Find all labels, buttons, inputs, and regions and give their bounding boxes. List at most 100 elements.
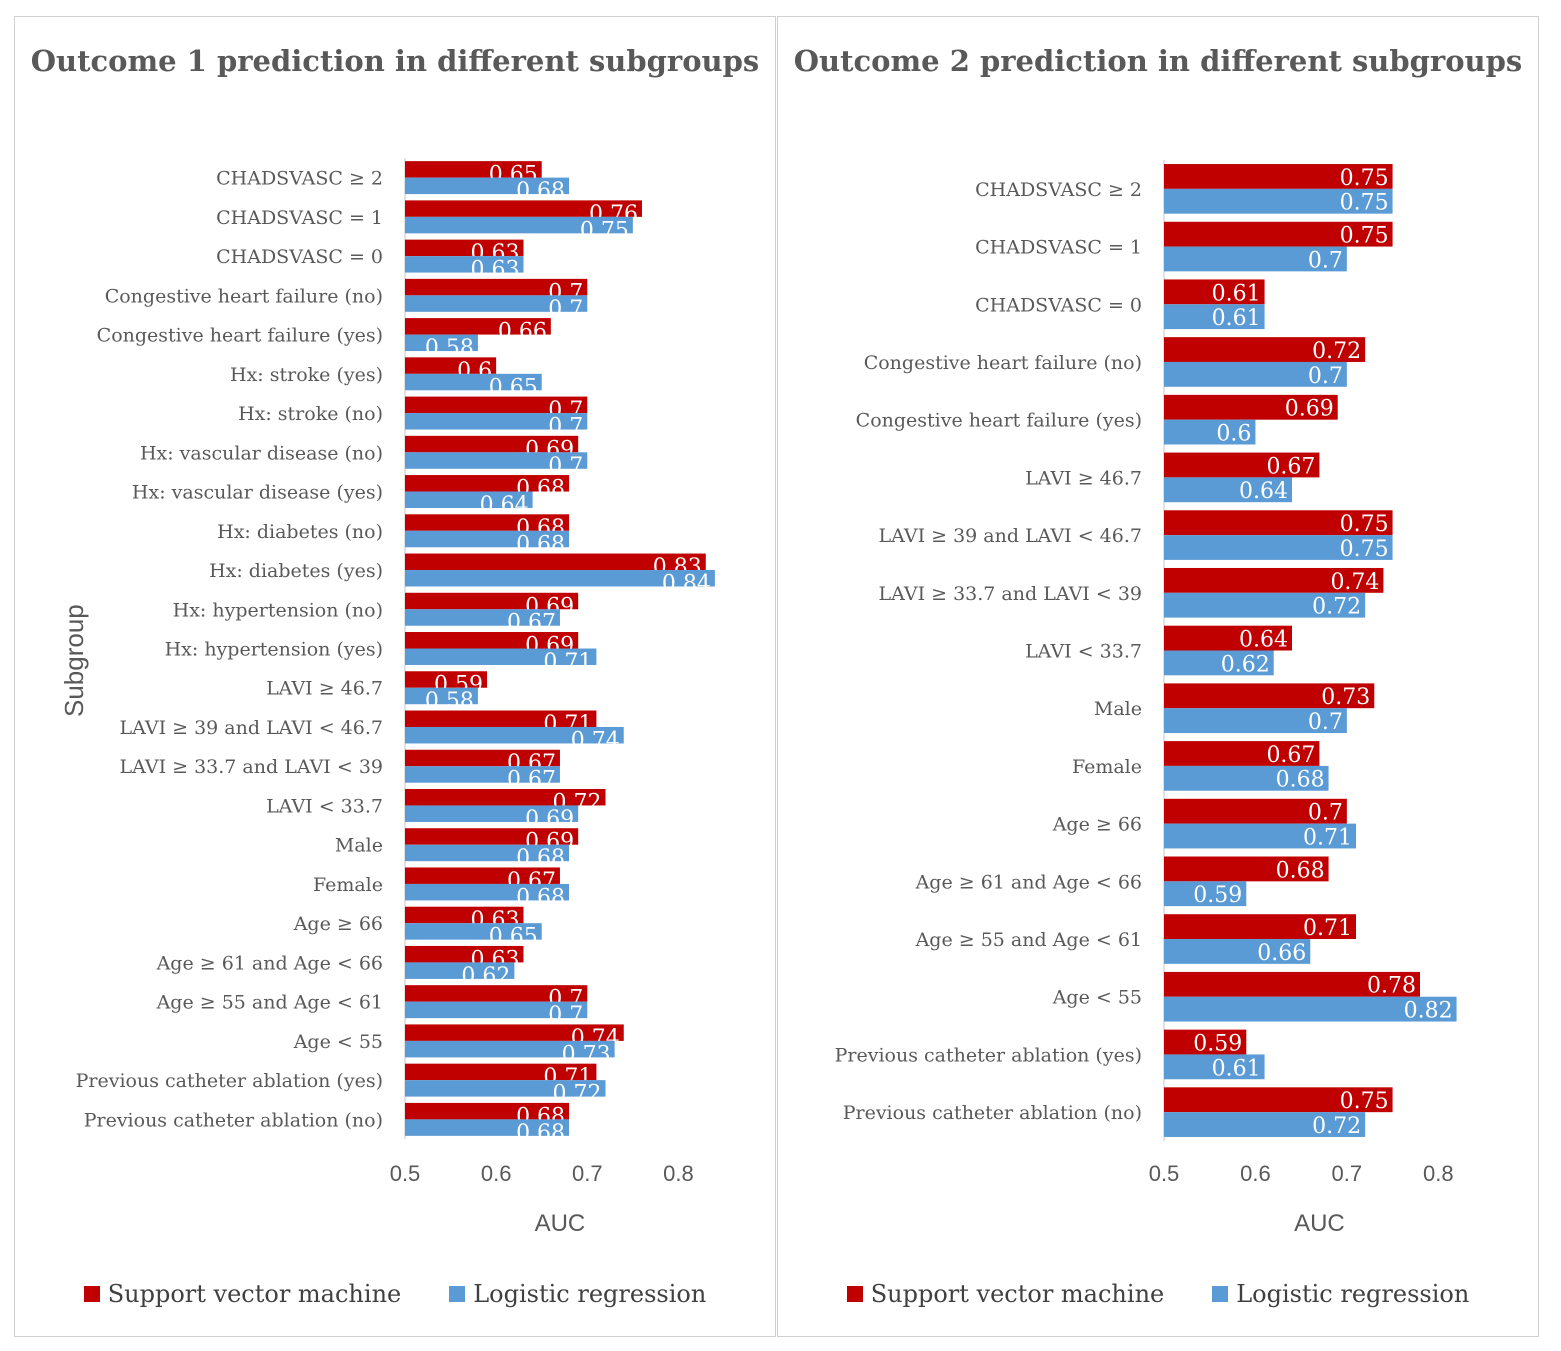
bar-svm	[405, 592, 579, 610]
bar-lr	[405, 216, 633, 234]
x-tick-label: 0.5	[1149, 1161, 1180, 1186]
bar-lr	[405, 413, 588, 430]
x-tick-label: 0.7	[572, 1161, 603, 1186]
x-tick-label: 0.8	[663, 1161, 694, 1186]
bar-svm	[405, 239, 524, 257]
bar-svm	[405, 749, 560, 767]
data-label: 0.59	[1193, 1031, 1242, 1056]
category-label: CHADSVASC = 0	[975, 294, 1142, 316]
category-label: Hx: hypertension (yes)	[165, 639, 383, 661]
bar-svm	[1164, 1087, 1393, 1113]
bar-lr	[1164, 188, 1393, 214]
data-label: 0.61	[1212, 281, 1261, 306]
data-label: 0.7	[548, 297, 583, 322]
bar-svm	[405, 435, 579, 453]
data-label: 0.61	[1212, 306, 1261, 331]
data-label: 0.6	[1216, 421, 1251, 446]
bar-lr	[1164, 535, 1393, 560]
bar-lr	[1164, 765, 1329, 791]
data-label: 0.7	[548, 1003, 583, 1028]
data-label: 0.67	[1266, 454, 1315, 479]
legend-swatch-svm	[83, 1286, 100, 1302]
bar-lr	[405, 1119, 570, 1136]
category-label: Hx: vascular disease (yes)	[132, 482, 383, 504]
bar-svm	[1164, 798, 1347, 824]
bar-lr	[1164, 592, 1366, 618]
data-label: 0.68	[516, 179, 565, 204]
bar-svm	[1164, 683, 1375, 709]
category-label: Age ≥ 55 and Age < 61	[156, 992, 383, 1014]
bar-svm	[405, 945, 524, 963]
legend-label: Support vector machine	[107, 1280, 402, 1308]
category-label: Hx: stroke (no)	[238, 403, 383, 425]
data-label: 0.59	[1193, 883, 1242, 908]
data-label: 0.66	[498, 320, 547, 345]
category-label: LAVI ≥ 39 and LAVI < 46.7	[878, 525, 1142, 547]
legend: Support vector machine Logistic regressi…	[15, 1280, 775, 1308]
legend-label: Support vector machine	[870, 1280, 1165, 1308]
legend-swatch-lr	[449, 1286, 466, 1302]
bar-lr	[405, 923, 542, 940]
bar-lr	[405, 726, 624, 744]
bar-svm	[405, 396, 588, 414]
bar-svm	[405, 710, 597, 727]
data-label: 0.71	[1303, 825, 1352, 850]
category-label: Previous catheter ablation (yes)	[76, 1070, 383, 1092]
data-label: 0.72	[1312, 339, 1361, 364]
bar-svm	[405, 553, 706, 571]
bar-lr	[1164, 246, 1347, 272]
data-label: 0.62	[461, 964, 510, 989]
data-label: 0.75	[1340, 537, 1389, 562]
data-label: 0.74	[571, 728, 620, 753]
bar-lr	[405, 766, 560, 783]
bar-svm	[1164, 625, 1292, 651]
legend: Support vector machine Logistic regressi…	[778, 1280, 1538, 1308]
category-label: Female	[313, 874, 383, 896]
data-label: 0.73	[1321, 685, 1370, 710]
bar-svm	[405, 1024, 624, 1041]
bar-lr	[405, 1001, 588, 1019]
category-label: CHADSVASC = 0	[216, 246, 383, 268]
category-label: LAVI ≥ 39 and LAVI < 46.7	[119, 717, 383, 739]
bar-lr	[1164, 477, 1292, 503]
category-label: CHADSVASC ≥ 2	[216, 168, 383, 190]
bar-svm	[405, 985, 588, 1002]
chart-panel-outcome-2: Outcome 2 prediction in different subgro…	[777, 16, 1539, 1337]
bar-lr	[1164, 996, 1457, 1022]
legend-swatch-lr	[1212, 1286, 1229, 1302]
data-label: 0.72	[1312, 1114, 1361, 1139]
data-label: 0.71	[1303, 916, 1352, 941]
bar-svm	[1164, 567, 1384, 593]
data-label: 0.67	[507, 768, 556, 793]
data-label: 0.64	[480, 493, 529, 518]
bar-svm	[1164, 741, 1320, 766]
data-label: 0.72	[553, 1082, 602, 1107]
bar-svm	[405, 788, 606, 806]
category-label: Age < 55	[293, 1031, 383, 1053]
bar-lr	[1164, 939, 1311, 964]
bar-lr	[405, 373, 542, 391]
bar-lr	[1164, 708, 1347, 734]
x-tick-label: 0.7	[1332, 1161, 1363, 1186]
x-axis-title: AUC	[535, 1210, 586, 1237]
x-tick-label: 0.5	[390, 1161, 421, 1186]
bar-svm	[405, 278, 588, 296]
category-label: CHADSVASC = 1	[975, 237, 1142, 259]
bar-lr	[405, 256, 524, 273]
data-label: 0.75	[1340, 1089, 1389, 1114]
bar-svm	[405, 1063, 597, 1081]
data-label: 0.69	[1285, 397, 1334, 422]
data-label: 0.72	[1312, 595, 1361, 620]
bar-lr	[405, 1040, 615, 1058]
category-label: Age ≥ 55 and Age < 61	[915, 929, 1142, 951]
bar-svm	[1164, 971, 1420, 997]
chart-title: Outcome 2 prediction in different subgro…	[793, 44, 1523, 78]
category-label: Hx: diabetes (no)	[217, 521, 383, 543]
bar-lr	[405, 491, 533, 509]
data-label: 0.61	[1212, 1056, 1261, 1081]
category-label: Previous catheter ablation (no)	[843, 1102, 1142, 1124]
data-label: 0.64	[1239, 628, 1288, 653]
bar-lr	[1164, 823, 1356, 849]
